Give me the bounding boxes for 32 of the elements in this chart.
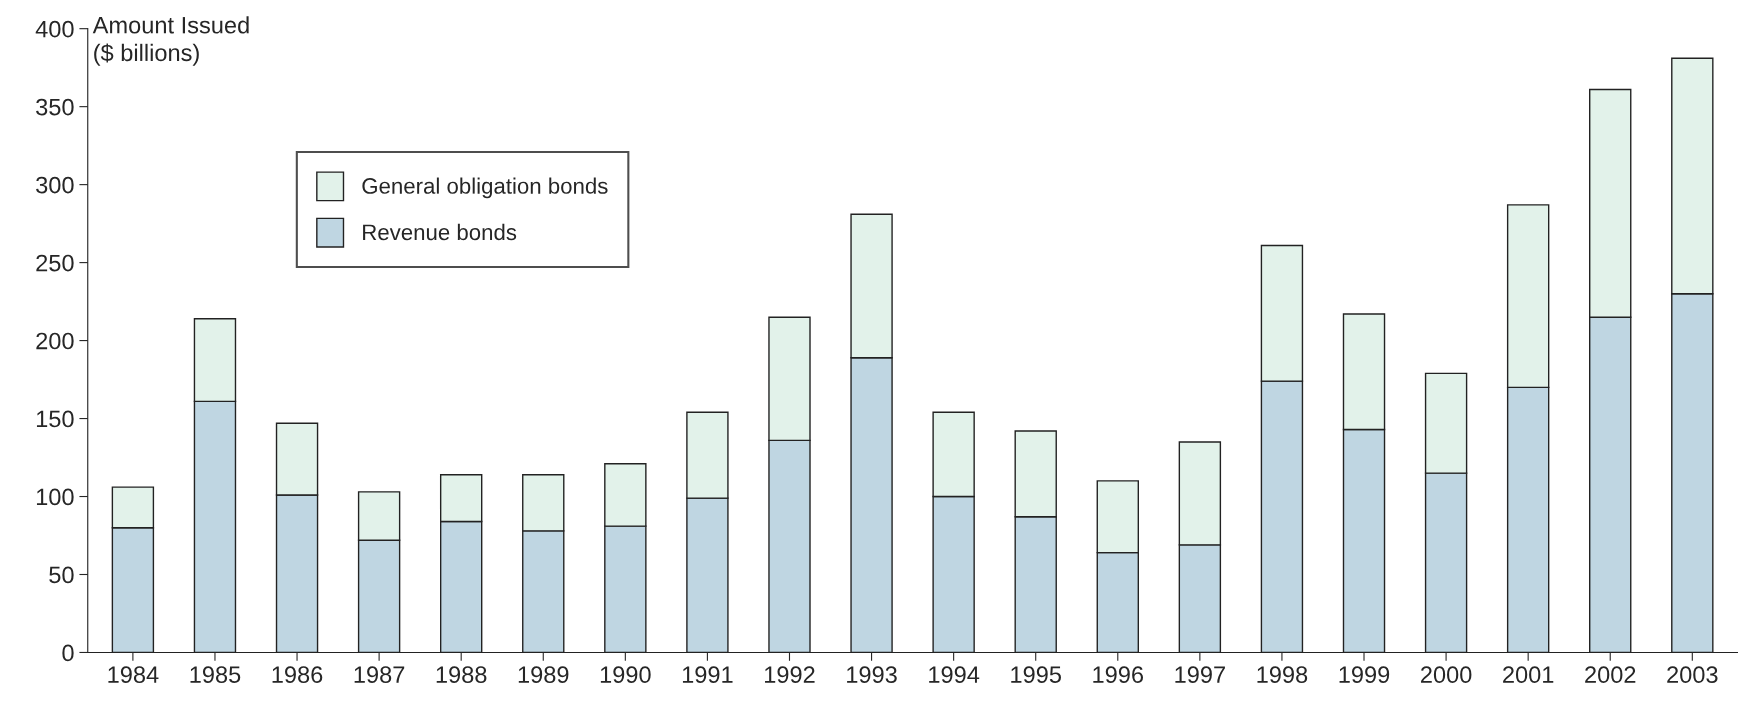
x-tick-label: 2001 — [1503, 666, 1554, 684]
y-tick-label: 400 — [35, 20, 74, 38]
x-tick-label: 2000 — [1421, 666, 1472, 684]
legend-label: Revenue bonds — [363, 223, 517, 241]
x-tick-label: 2003 — [1667, 666, 1718, 684]
x-tick-label: 1995 — [1011, 666, 1061, 684]
y-tick-label: 200 — [36, 332, 74, 350]
x-tick-label: 1991 — [682, 666, 733, 684]
x-tick-label: 1986 — [272, 666, 323, 684]
y-tick-label: 100 — [36, 488, 74, 506]
x-tick-label: 1990 — [600, 666, 651, 684]
x-tick-label: 1996 — [1093, 666, 1144, 684]
y-tick-label: 150 — [36, 410, 74, 428]
x-tick-label: 1988 — [436, 666, 487, 684]
x-tick-label: 1989 — [518, 666, 569, 684]
y-tick-label: 250 — [36, 254, 74, 272]
x-tick-label: 1999 — [1339, 666, 1390, 684]
x-tick-label: 1985 — [190, 666, 241, 684]
x-tick-label: 1998 — [1257, 666, 1308, 684]
x-tick-label: 1994 — [929, 666, 980, 684]
x-tick-label: 1993 — [847, 666, 897, 684]
y-tick-label: 0 — [62, 644, 74, 662]
y-tick-label: 300 — [36, 176, 74, 194]
x-tick-label: 1987 — [354, 666, 405, 684]
y-tick-label: 50 — [49, 566, 74, 584]
x-tick-label: 1984 — [108, 666, 159, 684]
y-tick-label: 350 — [36, 98, 74, 116]
legend-label: General obligation bonds — [362, 177, 608, 199]
x-tick-label: 1992 — [765, 666, 815, 684]
x-tick-label: 2002 — [1585, 666, 1636, 684]
x-tick-label: 1997 — [1175, 666, 1225, 684]
y-axis-title: Amount Issued ($ billions) — [92, 16, 249, 66]
